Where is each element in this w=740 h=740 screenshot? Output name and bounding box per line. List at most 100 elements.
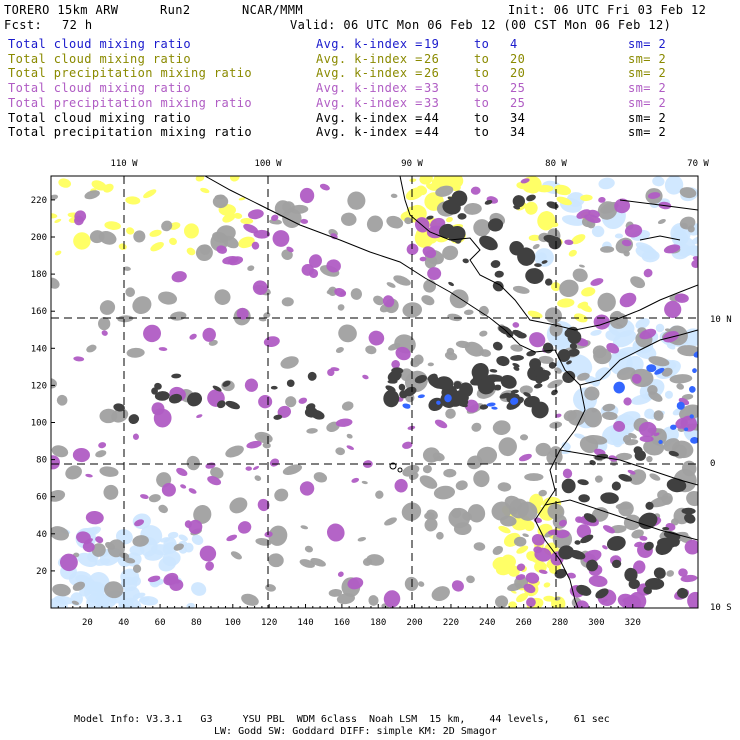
y-tick-label: 160	[31, 307, 47, 317]
legend-to: 25	[510, 95, 526, 110]
legend-row: Total precipitation mixing ratio Avg. k-i…	[8, 125, 738, 139]
legend-to: 34	[510, 125, 526, 140]
cloud-field-patch	[554, 446, 696, 599]
x-tick-label: 80	[191, 618, 202, 628]
cloud-field-patch	[402, 394, 519, 410]
x-tick-label: 240	[479, 618, 495, 628]
latitude-label: 0	[710, 459, 715, 469]
y-tick-label: 120	[31, 381, 47, 391]
legend-kindex: Avg. k-index =	[316, 37, 423, 51]
legend-row: Total precipitation mixing ratio Avg. k-i…	[8, 96, 738, 110]
y-tick-label: 220	[31, 196, 47, 206]
legend-row: Total cloud mixing ratio Avg. k-index = 26…	[8, 52, 738, 66]
legend-kindex: Avg. k-index =	[316, 110, 423, 125]
legend-name: Total cloud mixing ratio	[8, 81, 191, 96]
legend-to-word: to	[474, 37, 490, 51]
legend-sm: sm= 2	[628, 110, 667, 125]
coastline	[534, 349, 586, 608]
coastline	[559, 449, 698, 486]
physics-info: LW: Godd SW: Goddard DIFF: simple KM: 2D…	[214, 726, 497, 737]
legend-sm: sm= 2	[628, 37, 667, 51]
x-tick-label: 160	[334, 618, 350, 628]
coastline	[399, 176, 698, 331]
forecast-hour: 72 h	[62, 18, 93, 32]
coastline	[204, 176, 556, 353]
coastline	[619, 199, 698, 211]
longitude-label: 80 W	[545, 159, 567, 169]
legend-name: Total precipitation mixing ratio	[8, 95, 252, 110]
y-tick-label: 200	[31, 233, 47, 243]
legend-row: Total precipitation mixing ratio Avg. k-i…	[8, 66, 738, 80]
legend-to-word: to	[474, 66, 490, 81]
x-tick-label: 100	[225, 618, 241, 628]
forecast-label: Fcst:	[4, 18, 43, 32]
y-tick-label: 40	[36, 530, 47, 540]
legend-from: 33	[424, 81, 440, 96]
x-tick-label: 140	[297, 618, 313, 628]
y-tick-label: 180	[31, 270, 47, 280]
legend-to-word: to	[474, 125, 490, 140]
axis-ticks: 20 40 60 80 100 120 140 160 180 200 220 240 260 280 30…	[31, 159, 732, 628]
x-tick-label: 220	[443, 618, 459, 628]
legend-name: Total precipitation mixing ratio	[8, 66, 252, 81]
galapagos-island	[397, 467, 403, 473]
coastline	[639, 235, 681, 241]
legend-row: Total cloud mixing ratio Avg. k-index = 33…	[8, 81, 738, 95]
legend-from: 44	[424, 110, 440, 125]
legend-kindex: Avg. k-index =	[316, 95, 423, 110]
legend-to-word: to	[474, 110, 490, 125]
legend-sm: sm= 2	[628, 66, 667, 81]
legend-to-word: to	[474, 51, 490, 66]
y-tick-label: 20	[36, 567, 47, 577]
x-tick-label: 200	[406, 618, 422, 628]
cloud-field-patch	[426, 190, 562, 292]
legend-sm: sm= 2	[628, 81, 667, 96]
longitude-label: 70 W	[687, 159, 709, 169]
x-tick-label: 260	[516, 618, 532, 628]
legend-row: Total cloud mixing ratio Avg. k-index = 44…	[8, 111, 738, 125]
legend-sm: sm= 2	[628, 125, 667, 140]
valid-time: Valid: 06 UTC Mon 06 Feb 12 (00 CST Mon …	[290, 18, 672, 32]
x-tick-label: 320	[625, 618, 641, 628]
coastlines	[204, 176, 698, 608]
legend-to: 34	[510, 110, 526, 125]
run-label: Run2	[160, 3, 191, 17]
legend-kindex: Avg. k-index =	[316, 66, 423, 81]
legend-name: Total cloud mixing ratio	[8, 37, 191, 51]
center-label: NCAR/MMM	[242, 3, 303, 17]
legend-from: 26	[424, 51, 440, 66]
legend-kindex: Avg. k-index =	[316, 51, 423, 66]
map-frame	[50, 175, 699, 609]
legend-from: 44	[424, 125, 440, 140]
legend-to-word: to	[474, 81, 490, 96]
legend-to-word: to	[474, 95, 490, 110]
latitude-label: 10 N	[710, 315, 732, 325]
legend-sm: sm= 2	[628, 51, 667, 66]
x-tick-label: 120	[261, 618, 277, 628]
x-tick-label: 280	[552, 618, 568, 628]
cloud-fields	[51, 176, 698, 608]
cloud-field-patch	[113, 371, 325, 424]
model-info: Model Info: V3.3.1 G3 YSU PBL WDM 6class…	[74, 714, 610, 725]
x-tick-label: 40	[118, 618, 129, 628]
cloud-field-patch	[51, 185, 698, 608]
longitude-label: 100 W	[254, 159, 282, 169]
legend-from: 19	[424, 37, 440, 51]
y-tick-label: 100	[31, 419, 47, 429]
legend-name: Total precipitation mixing ratio	[8, 125, 252, 140]
y-tick-label: 60	[36, 493, 47, 503]
galapagos-island	[389, 462, 397, 470]
model-title: TORERO 15km ARW	[4, 3, 119, 17]
legend-sm: sm= 2	[628, 95, 667, 110]
cloud-field-patch	[613, 351, 698, 445]
legend-name: Total cloud mixing ratio	[8, 51, 191, 66]
y-tick-label: 140	[31, 344, 47, 354]
legend-kindex: Avg. k-index =	[316, 125, 423, 140]
x-tick-label: 20	[82, 618, 93, 628]
legend-to: 25	[510, 81, 526, 96]
init-time: Init: 06 UTC Fri 03 Feb 12	[508, 3, 707, 17]
lat-lon-gridlines	[51, 176, 698, 608]
coastline	[544, 499, 698, 541]
legend-to: 4	[510, 37, 518, 51]
